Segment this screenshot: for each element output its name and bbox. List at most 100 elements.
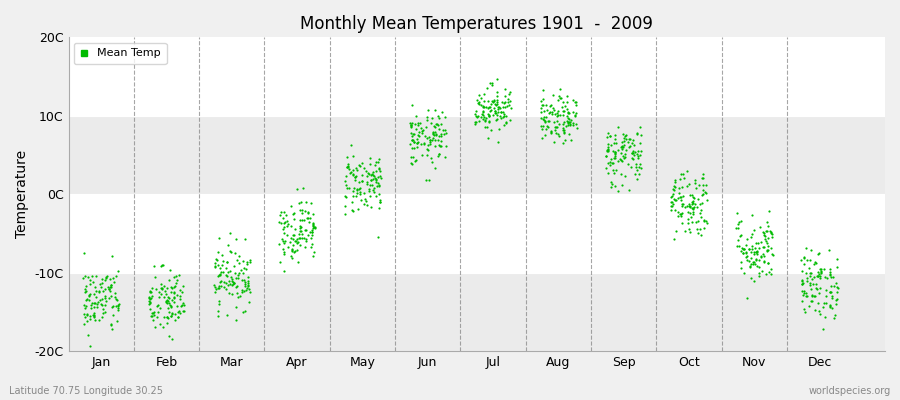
Point	[477, 98, 491, 104]
Point	[747, 259, 761, 266]
Point	[765, 252, 779, 258]
Point	[471, 96, 485, 103]
Point	[671, 190, 686, 196]
Point	[562, 116, 577, 123]
Bar	[68, 273, 885, 351]
Point	[405, 102, 419, 108]
Point	[93, 297, 107, 304]
Point	[428, 122, 442, 129]
Point	[175, 289, 189, 295]
Point	[157, 294, 171, 300]
Point	[409, 113, 423, 120]
Point	[105, 312, 120, 318]
Point	[353, 189, 367, 195]
Point	[694, 214, 708, 220]
Point	[686, 208, 700, 215]
Point	[102, 286, 116, 293]
Point	[238, 286, 253, 293]
Point	[482, 112, 496, 118]
Point	[760, 247, 775, 254]
Point	[602, 132, 616, 139]
Point	[230, 283, 244, 289]
Point	[86, 313, 101, 320]
Point	[290, 240, 304, 246]
Point	[241, 278, 256, 285]
Point	[730, 242, 744, 249]
Point	[468, 121, 482, 128]
Point	[174, 303, 188, 310]
Point	[674, 194, 688, 200]
Point	[164, 304, 178, 311]
Point	[169, 279, 184, 286]
Point	[159, 297, 174, 304]
Point	[350, 167, 365, 173]
Point	[750, 248, 764, 255]
Point	[87, 316, 102, 323]
Point	[551, 112, 565, 118]
Point	[94, 296, 109, 302]
Point	[338, 181, 353, 188]
Point	[669, 228, 683, 234]
Point	[213, 283, 228, 289]
Point	[665, 202, 680, 209]
Point	[405, 145, 419, 151]
Point	[107, 294, 122, 300]
Point	[686, 198, 700, 204]
Point	[146, 310, 160, 316]
Point	[227, 280, 241, 286]
Point	[666, 182, 680, 189]
Point	[299, 236, 313, 242]
Point	[272, 241, 286, 248]
Point	[293, 223, 308, 230]
Point	[288, 248, 302, 254]
Point	[695, 192, 709, 198]
Point	[742, 246, 756, 252]
Point	[551, 108, 565, 114]
Point	[229, 275, 243, 281]
Point	[757, 232, 771, 238]
Point	[77, 273, 92, 280]
Point	[239, 259, 254, 265]
Point	[690, 196, 705, 202]
Point	[95, 288, 110, 294]
Point	[368, 174, 382, 181]
Point	[294, 224, 309, 230]
Point	[171, 309, 185, 315]
Point	[433, 143, 447, 149]
Point	[102, 294, 116, 301]
Point	[434, 120, 448, 127]
Point	[171, 314, 185, 320]
Point	[374, 199, 388, 205]
Point	[408, 121, 422, 128]
Point	[696, 182, 710, 188]
Point	[409, 126, 423, 132]
Point	[730, 225, 744, 232]
Point	[367, 173, 382, 179]
Point	[276, 226, 291, 232]
Point	[831, 284, 845, 291]
Point	[614, 156, 628, 163]
Point	[729, 225, 743, 231]
Point	[600, 147, 615, 154]
Point	[746, 251, 760, 257]
Point	[348, 192, 363, 199]
Point	[823, 271, 837, 277]
Point	[634, 131, 649, 138]
Point	[673, 176, 688, 183]
Point	[607, 155, 621, 162]
Point	[293, 228, 308, 234]
Point	[500, 103, 515, 109]
Point	[428, 129, 442, 136]
Point	[811, 251, 825, 258]
Point	[306, 222, 320, 228]
Point	[422, 139, 436, 145]
Point	[668, 206, 682, 213]
Point	[694, 231, 708, 238]
Point	[243, 259, 257, 266]
Point	[829, 297, 843, 303]
Point	[486, 112, 500, 118]
Point	[284, 253, 298, 260]
Point	[362, 186, 376, 192]
Point	[686, 210, 700, 217]
Point	[807, 306, 822, 313]
